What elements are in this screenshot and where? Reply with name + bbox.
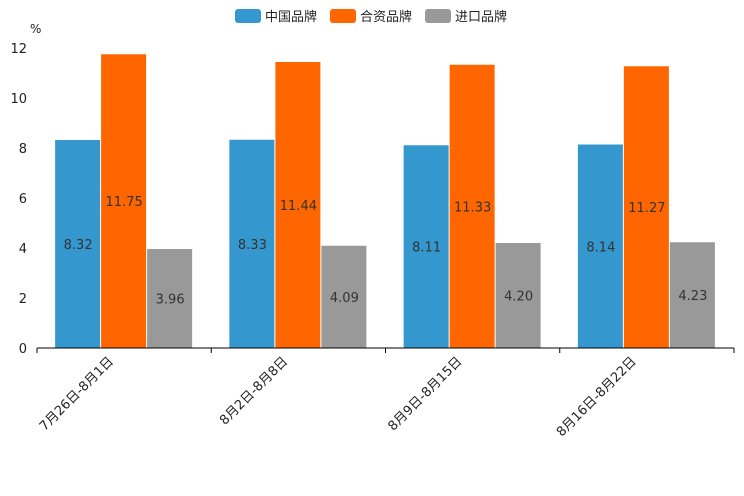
x-category-label-3: 8月9日-8月15日 [386, 354, 466, 434]
data-label-1-2: 11.75 [106, 195, 143, 210]
y-tick-label-2: 2 [19, 292, 27, 307]
data-label-1-1: 8.32 [64, 238, 93, 253]
y-tick-label-8: 8 [19, 142, 27, 157]
bar-2-3[interactable] [321, 245, 367, 348]
bar-3-2[interactable] [449, 64, 495, 348]
legend-swatch-2[interactable] [330, 9, 356, 23]
y-axis-unit-label: % [30, 22, 41, 36]
bar-3-1[interactable] [403, 145, 449, 348]
data-label-3-3: 4.20 [504, 290, 533, 305]
y-tick-label-12: 12 [10, 42, 27, 57]
data-label-1-3: 3.96 [156, 293, 185, 308]
data-label-4-2: 11.27 [628, 201, 665, 216]
legend-label-3: 进口品牌 [455, 9, 507, 25]
legend-swatch-3[interactable] [425, 9, 451, 23]
legend-label-1: 中国品牌 [265, 9, 317, 25]
legend: 中国品牌 合资品牌 进口品牌 [235, 9, 507, 25]
bar-1-2[interactable] [101, 54, 147, 348]
bar-4-1[interactable] [577, 144, 623, 349]
bar-1-1[interactable] [55, 140, 101, 348]
data-label-3-2: 11.33 [454, 200, 491, 215]
bar-2-1[interactable] [229, 139, 275, 348]
data-label-3-1: 8.11 [412, 241, 441, 256]
data-label-2-3: 4.09 [330, 291, 359, 306]
data-label-2-2: 11.44 [280, 199, 317, 214]
y-tick-label-6: 6 [19, 192, 27, 207]
bar-4-3[interactable] [669, 242, 715, 348]
data-label-2-1: 8.33 [238, 238, 267, 253]
bar-1-3[interactable] [147, 249, 193, 348]
x-category-label-1: 7月26日-8月1日 [37, 354, 117, 434]
x-axis: 7月26日-8月1日 8月2日-8月8日 8月9日-8月15日 8月16日-8月22日 [36, 347, 735, 440]
legend-label-2: 合资品牌 [360, 9, 412, 25]
data-label-4-1: 8.14 [586, 240, 615, 255]
legend-swatch-1[interactable] [235, 9, 261, 23]
data-label-4-3: 4.23 [678, 289, 707, 304]
y-tick-label-4: 4 [19, 242, 27, 257]
y-axis: 0 2 4 6 8 10 12 [10, 42, 27, 357]
y-tick-label-10: 10 [10, 92, 27, 107]
bar-3-3[interactable] [495, 243, 541, 348]
y-tick-label-0: 0 [19, 342, 27, 357]
bar-4-2[interactable] [623, 66, 669, 348]
bars: 8.32 11.75 3.96 8.33 11.44 4.09 8.11 11.33 4.20 8… [55, 54, 715, 348]
x-category-label-2: 8月2日-8月8日 [217, 354, 291, 428]
x-category-label-4: 8月16日-8月22日 [554, 354, 640, 440]
bar-2-2[interactable] [275, 62, 321, 348]
